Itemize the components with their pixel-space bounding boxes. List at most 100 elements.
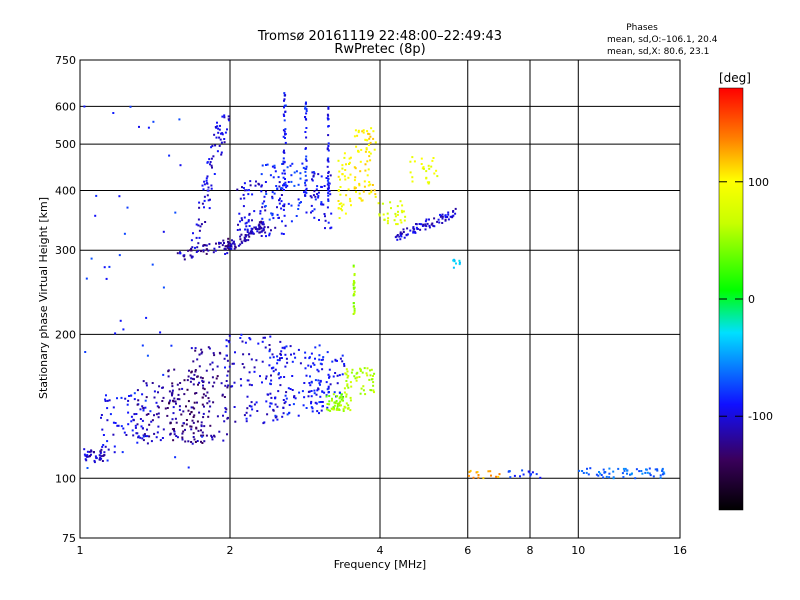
- echo-point: [644, 471, 647, 474]
- echo-point: [338, 170, 341, 173]
- echo-point: [243, 216, 246, 219]
- echo-point: [314, 401, 317, 404]
- echo-point: [298, 391, 301, 394]
- echo-point: [214, 249, 217, 252]
- echo-point: [195, 392, 198, 394]
- echo-point: [261, 164, 264, 167]
- echo-point: [268, 218, 271, 221]
- echo-point: [351, 368, 354, 371]
- y-tick-label: 500: [55, 138, 76, 151]
- echo-point: [311, 210, 314, 213]
- echo-point: [327, 194, 330, 197]
- echo-point: [187, 400, 190, 403]
- echo-point: [203, 388, 206, 391]
- echo-point: [353, 309, 356, 312]
- echo-point: [101, 428, 104, 431]
- echo-point: [648, 472, 651, 475]
- echo-point: [264, 346, 267, 349]
- echo-point: [304, 107, 306, 110]
- echo-point: [190, 239, 193, 242]
- echo-point: [313, 216, 316, 219]
- echo-point: [201, 351, 204, 354]
- echo-point: [120, 396, 123, 399]
- echo-point: [608, 467, 611, 470]
- echo-point: [231, 362, 234, 365]
- echo-point: [178, 388, 181, 391]
- echo-point: [324, 227, 326, 230]
- echo-point: [358, 376, 361, 378]
- echo-point: [338, 397, 341, 400]
- echo-point: [422, 167, 425, 170]
- x-tick-label: 2: [227, 544, 234, 557]
- echo-point: [368, 192, 371, 195]
- echo-point: [100, 455, 103, 458]
- echo-point: [349, 409, 352, 412]
- echo-point: [582, 472, 585, 474]
- echo-point: [402, 210, 405, 213]
- echo-point: [113, 445, 116, 448]
- echo-point: [247, 239, 250, 242]
- echo-point: [216, 121, 218, 124]
- echo-point: [243, 239, 246, 242]
- echo-point: [201, 396, 204, 399]
- echo-point: [370, 389, 373, 392]
- echo-point: [444, 218, 447, 221]
- echo-point: [286, 184, 289, 187]
- echo-point: [629, 473, 631, 476]
- echo-point: [441, 213, 444, 216]
- echo-point: [237, 244, 240, 247]
- echo-point: [406, 233, 409, 236]
- echo-point: [219, 138, 222, 141]
- echo-point: [353, 273, 356, 275]
- echo-point: [220, 141, 223, 144]
- grid-lines: [80, 60, 680, 538]
- echo-point: [202, 384, 204, 387]
- echo-point: [261, 360, 264, 363]
- echo-point: [272, 366, 275, 369]
- echo-point: [197, 429, 200, 432]
- echo-point: [203, 244, 206, 246]
- echo-point: [341, 354, 344, 357]
- echo-point: [161, 400, 164, 402]
- echo-point: [253, 226, 256, 229]
- echo-point: [359, 370, 362, 372]
- echo-point: [234, 420, 237, 423]
- echo-point: [209, 424, 212, 427]
- echo-point: [257, 182, 260, 185]
- echo-point: [509, 476, 512, 479]
- echo-point: [261, 202, 264, 205]
- echo-point: [357, 150, 360, 153]
- echo-point: [333, 407, 335, 410]
- echo-point: [262, 229, 265, 232]
- echo-point: [431, 159, 434, 162]
- echo-point: [157, 391, 159, 394]
- echo-point: [353, 375, 356, 378]
- echo-point: [193, 438, 196, 441]
- echo-point: [401, 204, 404, 207]
- echo-point: [205, 248, 208, 251]
- echo-point: [136, 389, 139, 392]
- echo-point: [302, 404, 305, 407]
- echo-point: [151, 382, 154, 384]
- legend-line-o: mean, sd,O:–106.1, 20.4: [607, 35, 718, 45]
- echo-point: [225, 339, 228, 342]
- echo-point: [258, 223, 261, 226]
- echo-point: [654, 468, 657, 471]
- echo-point: [656, 468, 659, 471]
- echo-point: [362, 131, 365, 134]
- echo-point: [198, 201, 201, 204]
- echo-point: [231, 242, 234, 245]
- echo-point: [258, 221, 261, 224]
- echo-point: [276, 206, 278, 209]
- echo-point: [203, 425, 206, 428]
- echo-point: [405, 233, 408, 236]
- echo-point: [259, 375, 261, 378]
- echo-point: [175, 402, 177, 405]
- echo-point: [192, 383, 195, 386]
- echo-point: [201, 403, 204, 406]
- echo-point: [234, 351, 236, 354]
- echo-point: [182, 422, 185, 425]
- echo-point: [476, 471, 479, 473]
- echo-point: [290, 180, 293, 183]
